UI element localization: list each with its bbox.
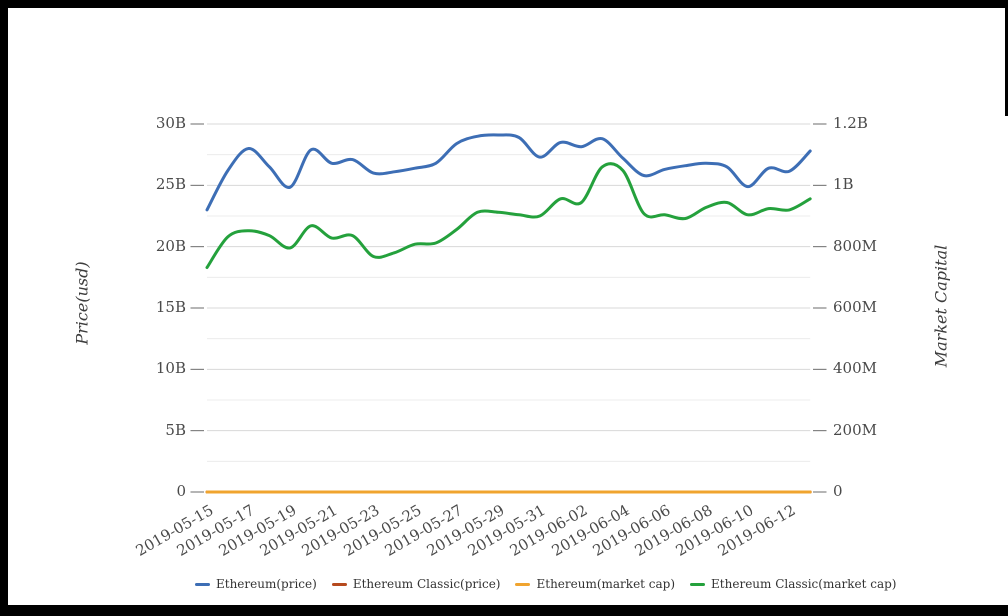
- right-axis-label: 800M: [833, 236, 877, 255]
- left-axis-label: 15B: [155, 298, 186, 316]
- legend-label: Ethereum Classic(price): [352, 577, 501, 591]
- legend-line-swatch: [515, 582, 531, 586]
- legend-line-swatch: [690, 582, 706, 586]
- legend-label: Ethereum(market cap): [536, 577, 676, 591]
- screenshot-border-left: [0, 0, 8, 616]
- legend-item-ethereum-classic-market-cap[interactable]: Ethereum Classic(market cap): [690, 577, 896, 591]
- right-axis-label: 0: [833, 482, 843, 500]
- right-axis-label: 1.2B: [833, 114, 868, 132]
- left-axis-label: 20B: [155, 236, 186, 255]
- right-axis-title: Market Capital: [931, 244, 951, 368]
- left-axis-label: 10B: [155, 359, 186, 378]
- legend-label: Ethereum Classic(market cap): [711, 577, 897, 591]
- right-axis-label: 1B: [833, 175, 854, 194]
- screenshot-border-right: [1005, 0, 1008, 116]
- left-axis-label: 30B: [155, 114, 186, 132]
- right-axis-label: 200M: [833, 420, 877, 439]
- screenshot-border-bottom: [0, 605, 1008, 616]
- legend-item-ethereum-market-cap[interactable]: Ethereum(market cap): [515, 577, 675, 591]
- left-axis-title: Price(usd): [72, 261, 92, 345]
- legend-label: Ethereum(price): [216, 577, 317, 591]
- right-axis-label: 600M: [833, 298, 877, 316]
- right-axis-label: 400M: [833, 359, 877, 378]
- screenshot-border-top: [0, 0, 1008, 8]
- left-axis-label: 25B: [155, 175, 186, 194]
- left-axis-label: 0: [176, 482, 186, 500]
- chart-legend: Ethereum(price) Ethereum Classic(price) Et…: [195, 577, 896, 591]
- legend-line-swatch: [331, 582, 347, 586]
- series-line-ethereum-price: [205, 133, 812, 212]
- legend-item-ethereum-classic-price[interactable]: Ethereum Classic(price): [331, 577, 501, 591]
- legend-line-swatch: [195, 582, 210, 586]
- series-line-ethereum-classic-market-cap: [205, 162, 812, 270]
- legend-item-ethereum-price[interactable]: Ethereum(price): [195, 577, 317, 591]
- left-axis-label: 5B: [165, 420, 186, 439]
